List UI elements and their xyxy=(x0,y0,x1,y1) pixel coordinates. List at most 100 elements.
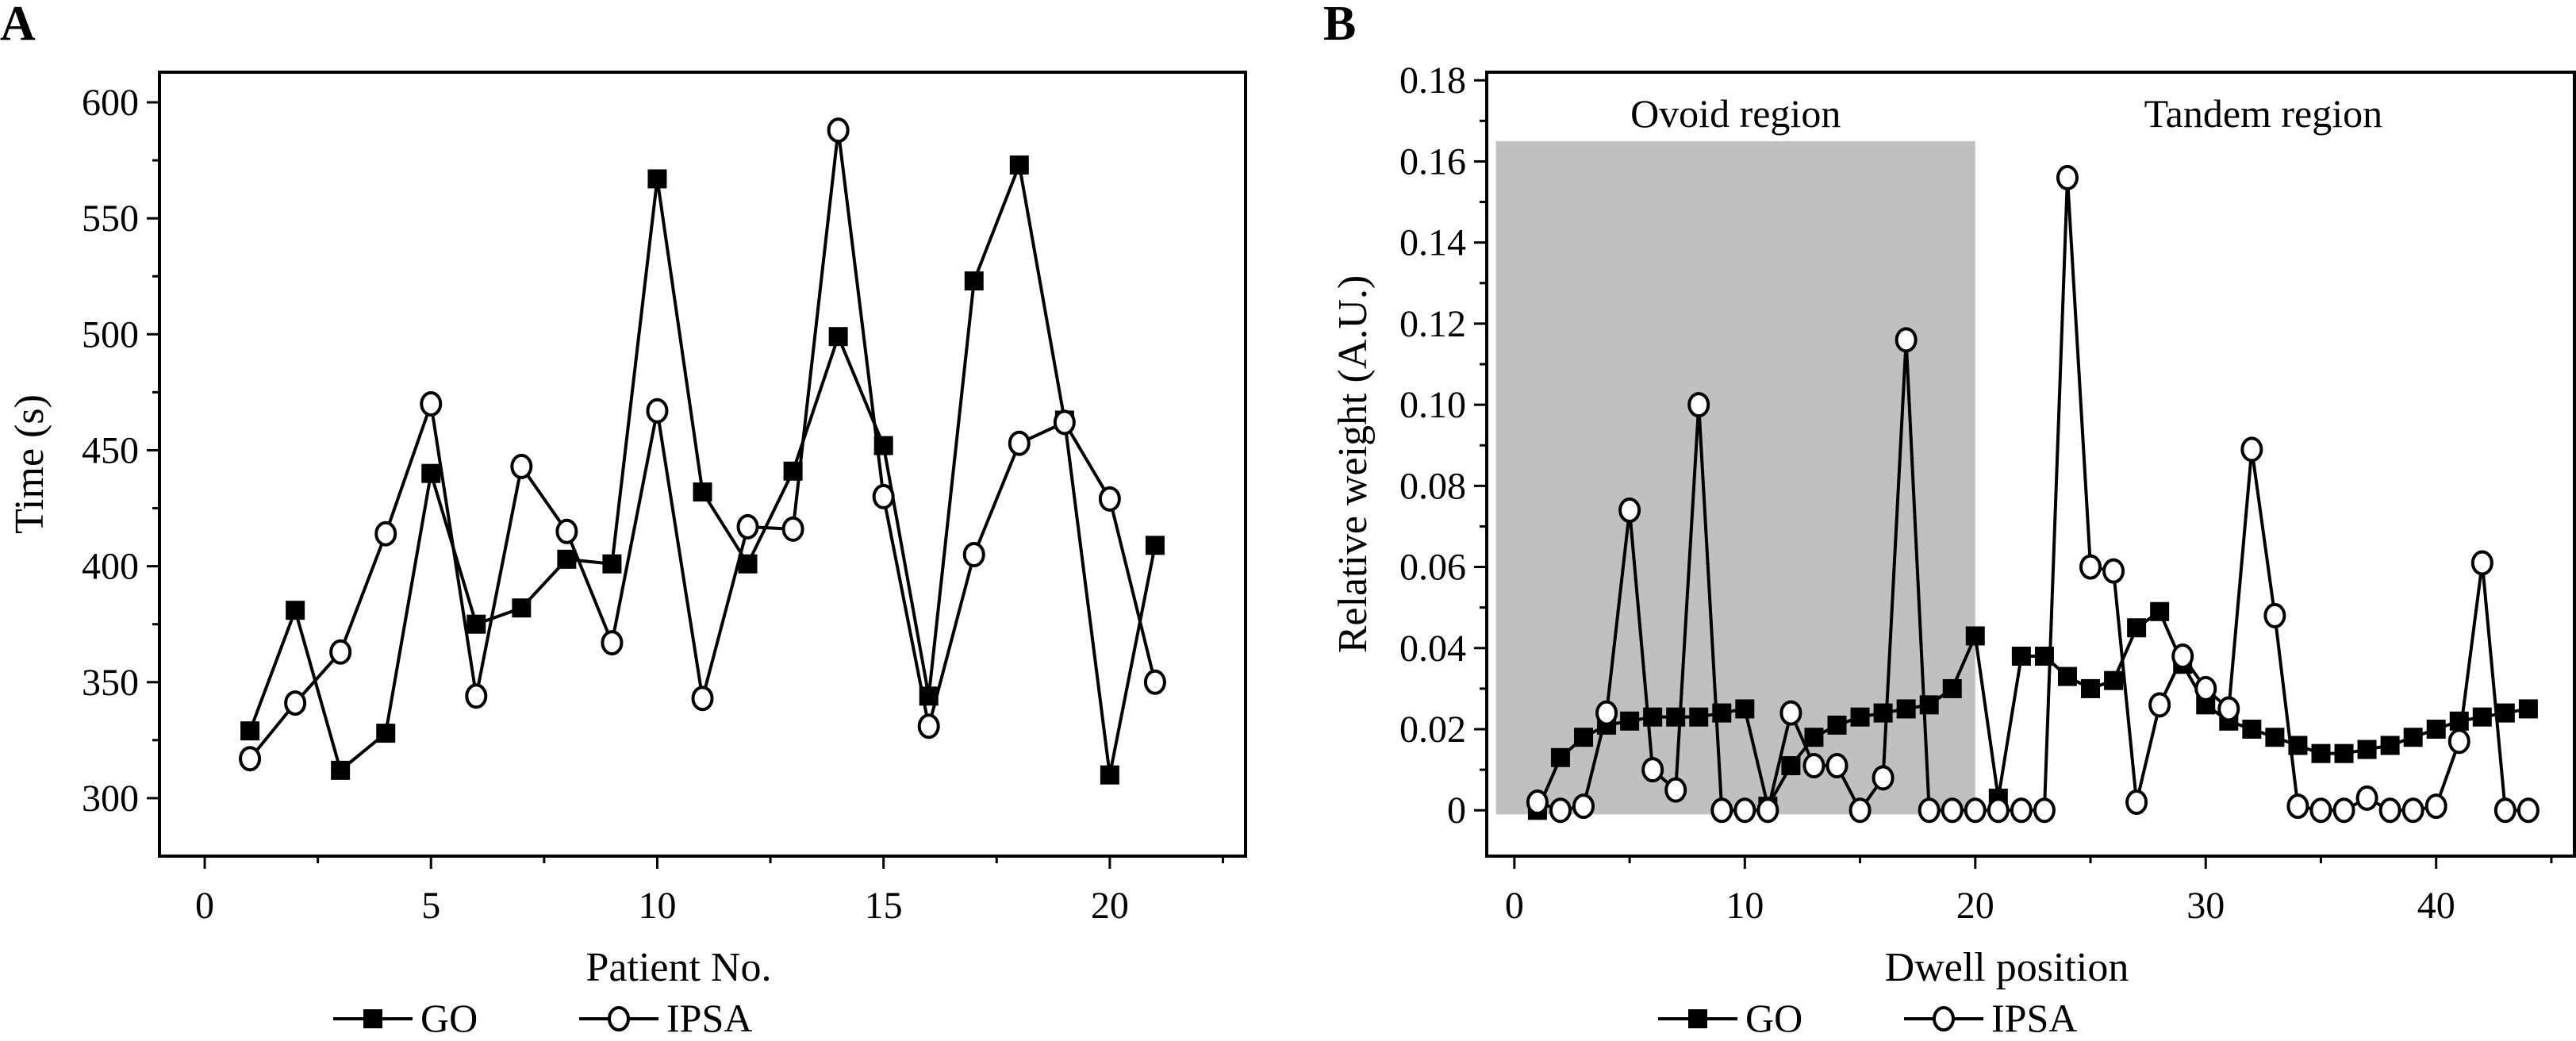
data-point-ipsa xyxy=(917,713,940,739)
data-point-go xyxy=(2334,743,2354,763)
y-tick-label: 0.10 xyxy=(1399,384,1466,426)
data-point-go xyxy=(2104,670,2124,690)
region-label-ovoid: Ovoid region xyxy=(1630,91,1841,136)
data-point-ipsa xyxy=(962,542,985,567)
data-point-go xyxy=(1100,765,1119,785)
data-point-ipsa xyxy=(284,690,307,716)
y-tick-label: 0.08 xyxy=(1399,465,1466,507)
data-point-go xyxy=(2426,720,2446,739)
data-point-go xyxy=(1009,155,1029,175)
series-line-go xyxy=(248,159,1157,776)
data-point-ipsa xyxy=(1687,392,1710,418)
data-point-ipsa xyxy=(1549,797,1572,824)
data-point-go xyxy=(964,271,984,291)
data-point-ipsa xyxy=(420,391,443,417)
data-point-go xyxy=(1919,695,1939,715)
data-point-go xyxy=(693,482,712,502)
legend-square-marker xyxy=(1688,1009,1707,1028)
data-point-ipsa xyxy=(2401,797,2424,824)
data-point-ipsa xyxy=(872,483,895,509)
y-tick-label: 0.02 xyxy=(1399,709,1466,751)
data-point-go xyxy=(2288,736,2308,755)
data-point-ipsa xyxy=(2470,550,2493,576)
data-point-ipsa xyxy=(1618,497,1641,524)
data-point-go xyxy=(2380,736,2400,755)
data-point-ipsa xyxy=(2516,797,2540,824)
data-point-go xyxy=(1827,715,1847,735)
data-point-ipsa xyxy=(1733,797,1756,824)
panel-label: A xyxy=(0,0,36,51)
y-tick-label: 300 xyxy=(82,778,139,820)
data-point-go xyxy=(1850,707,1870,727)
data-point-go xyxy=(1666,707,1686,727)
data-point-ipsa xyxy=(1987,797,2010,824)
region-label-tandem: Tandem region xyxy=(2144,91,2383,136)
legend-circle-marker xyxy=(608,1006,630,1031)
data-point-ipsa xyxy=(1008,430,1031,456)
panel-label: B xyxy=(1323,0,1356,51)
data-point-ipsa xyxy=(2171,643,2194,670)
data-point-ipsa xyxy=(2263,602,2286,628)
data-point-ipsa xyxy=(1641,757,1664,783)
data-point-go xyxy=(1804,728,1824,747)
panel-b: Ovoid region Tandem region B 0 10 20 30 40 0 0.02… xyxy=(1323,0,2576,1040)
data-point-ipsa xyxy=(1756,797,1779,824)
data-point-go xyxy=(466,614,486,634)
data-point-ipsa xyxy=(2125,789,2148,816)
y-tick-label: 500 xyxy=(82,313,139,355)
data-point-ipsa xyxy=(1143,669,1166,695)
x-tick-label: 0 xyxy=(1505,885,1524,927)
data-point-go xyxy=(2150,601,2170,621)
data-point-ipsa xyxy=(555,518,578,544)
data-point-ipsa xyxy=(736,513,759,540)
data-point-go xyxy=(2472,707,2492,727)
data-point-ipsa xyxy=(2378,797,2401,824)
data-point-go xyxy=(1620,711,1640,731)
data-point-go xyxy=(2403,728,2423,747)
data-point-ipsa xyxy=(1098,486,1121,512)
data-point-ipsa xyxy=(1802,753,1825,779)
data-point-ipsa xyxy=(646,398,669,424)
data-point-ipsa xyxy=(2194,675,2217,701)
x-tick-label: 20 xyxy=(1956,885,1994,927)
data-point-ipsa xyxy=(2217,696,2240,722)
data-point-go xyxy=(738,554,758,574)
data-point-go xyxy=(919,686,939,706)
data-point-ipsa xyxy=(329,639,352,665)
data-point-ipsa xyxy=(691,686,714,712)
data-point-go xyxy=(873,436,893,455)
data-point-go xyxy=(2127,618,2147,638)
data-point-go xyxy=(2034,647,2054,666)
data-point-ipsa xyxy=(2240,436,2263,463)
data-point-ipsa xyxy=(1053,409,1076,436)
data-point-go xyxy=(1689,707,1709,727)
y-tick-label: 350 xyxy=(82,662,139,704)
x-tick-label: 15 xyxy=(865,885,903,927)
data-point-go xyxy=(2311,743,2331,763)
data-point-go xyxy=(2449,711,2469,731)
legend-label: GO xyxy=(420,996,478,1040)
data-point-go xyxy=(376,724,396,743)
data-point-ipsa xyxy=(2447,728,2470,755)
data-point-go xyxy=(828,327,848,347)
data-point-go xyxy=(1965,626,1985,646)
data-point-go xyxy=(2265,728,2285,747)
data-point-go xyxy=(1573,728,1593,747)
data-point-go xyxy=(331,760,351,780)
data-point-go xyxy=(1550,747,1570,767)
plot-frame xyxy=(158,71,1247,858)
data-point-ipsa xyxy=(781,516,804,542)
x-tick-label: 40 xyxy=(2417,885,2455,927)
data-point-ipsa xyxy=(2309,797,2332,824)
y-tick-label: 0.06 xyxy=(1399,547,1466,589)
y-tick-label: 0 xyxy=(1447,789,1466,832)
y-axis-label: Relative weight (A.U.) xyxy=(1330,275,1376,654)
y-tick-label: 600 xyxy=(82,82,139,124)
data-point-go xyxy=(1896,699,1916,719)
x-tick-label: 20 xyxy=(1091,885,1129,927)
data-point-go xyxy=(1735,699,1755,719)
data-point-go xyxy=(2011,647,2031,666)
y-tick-label: 550 xyxy=(82,198,139,240)
y-axis-label: Time (s) xyxy=(7,394,52,534)
